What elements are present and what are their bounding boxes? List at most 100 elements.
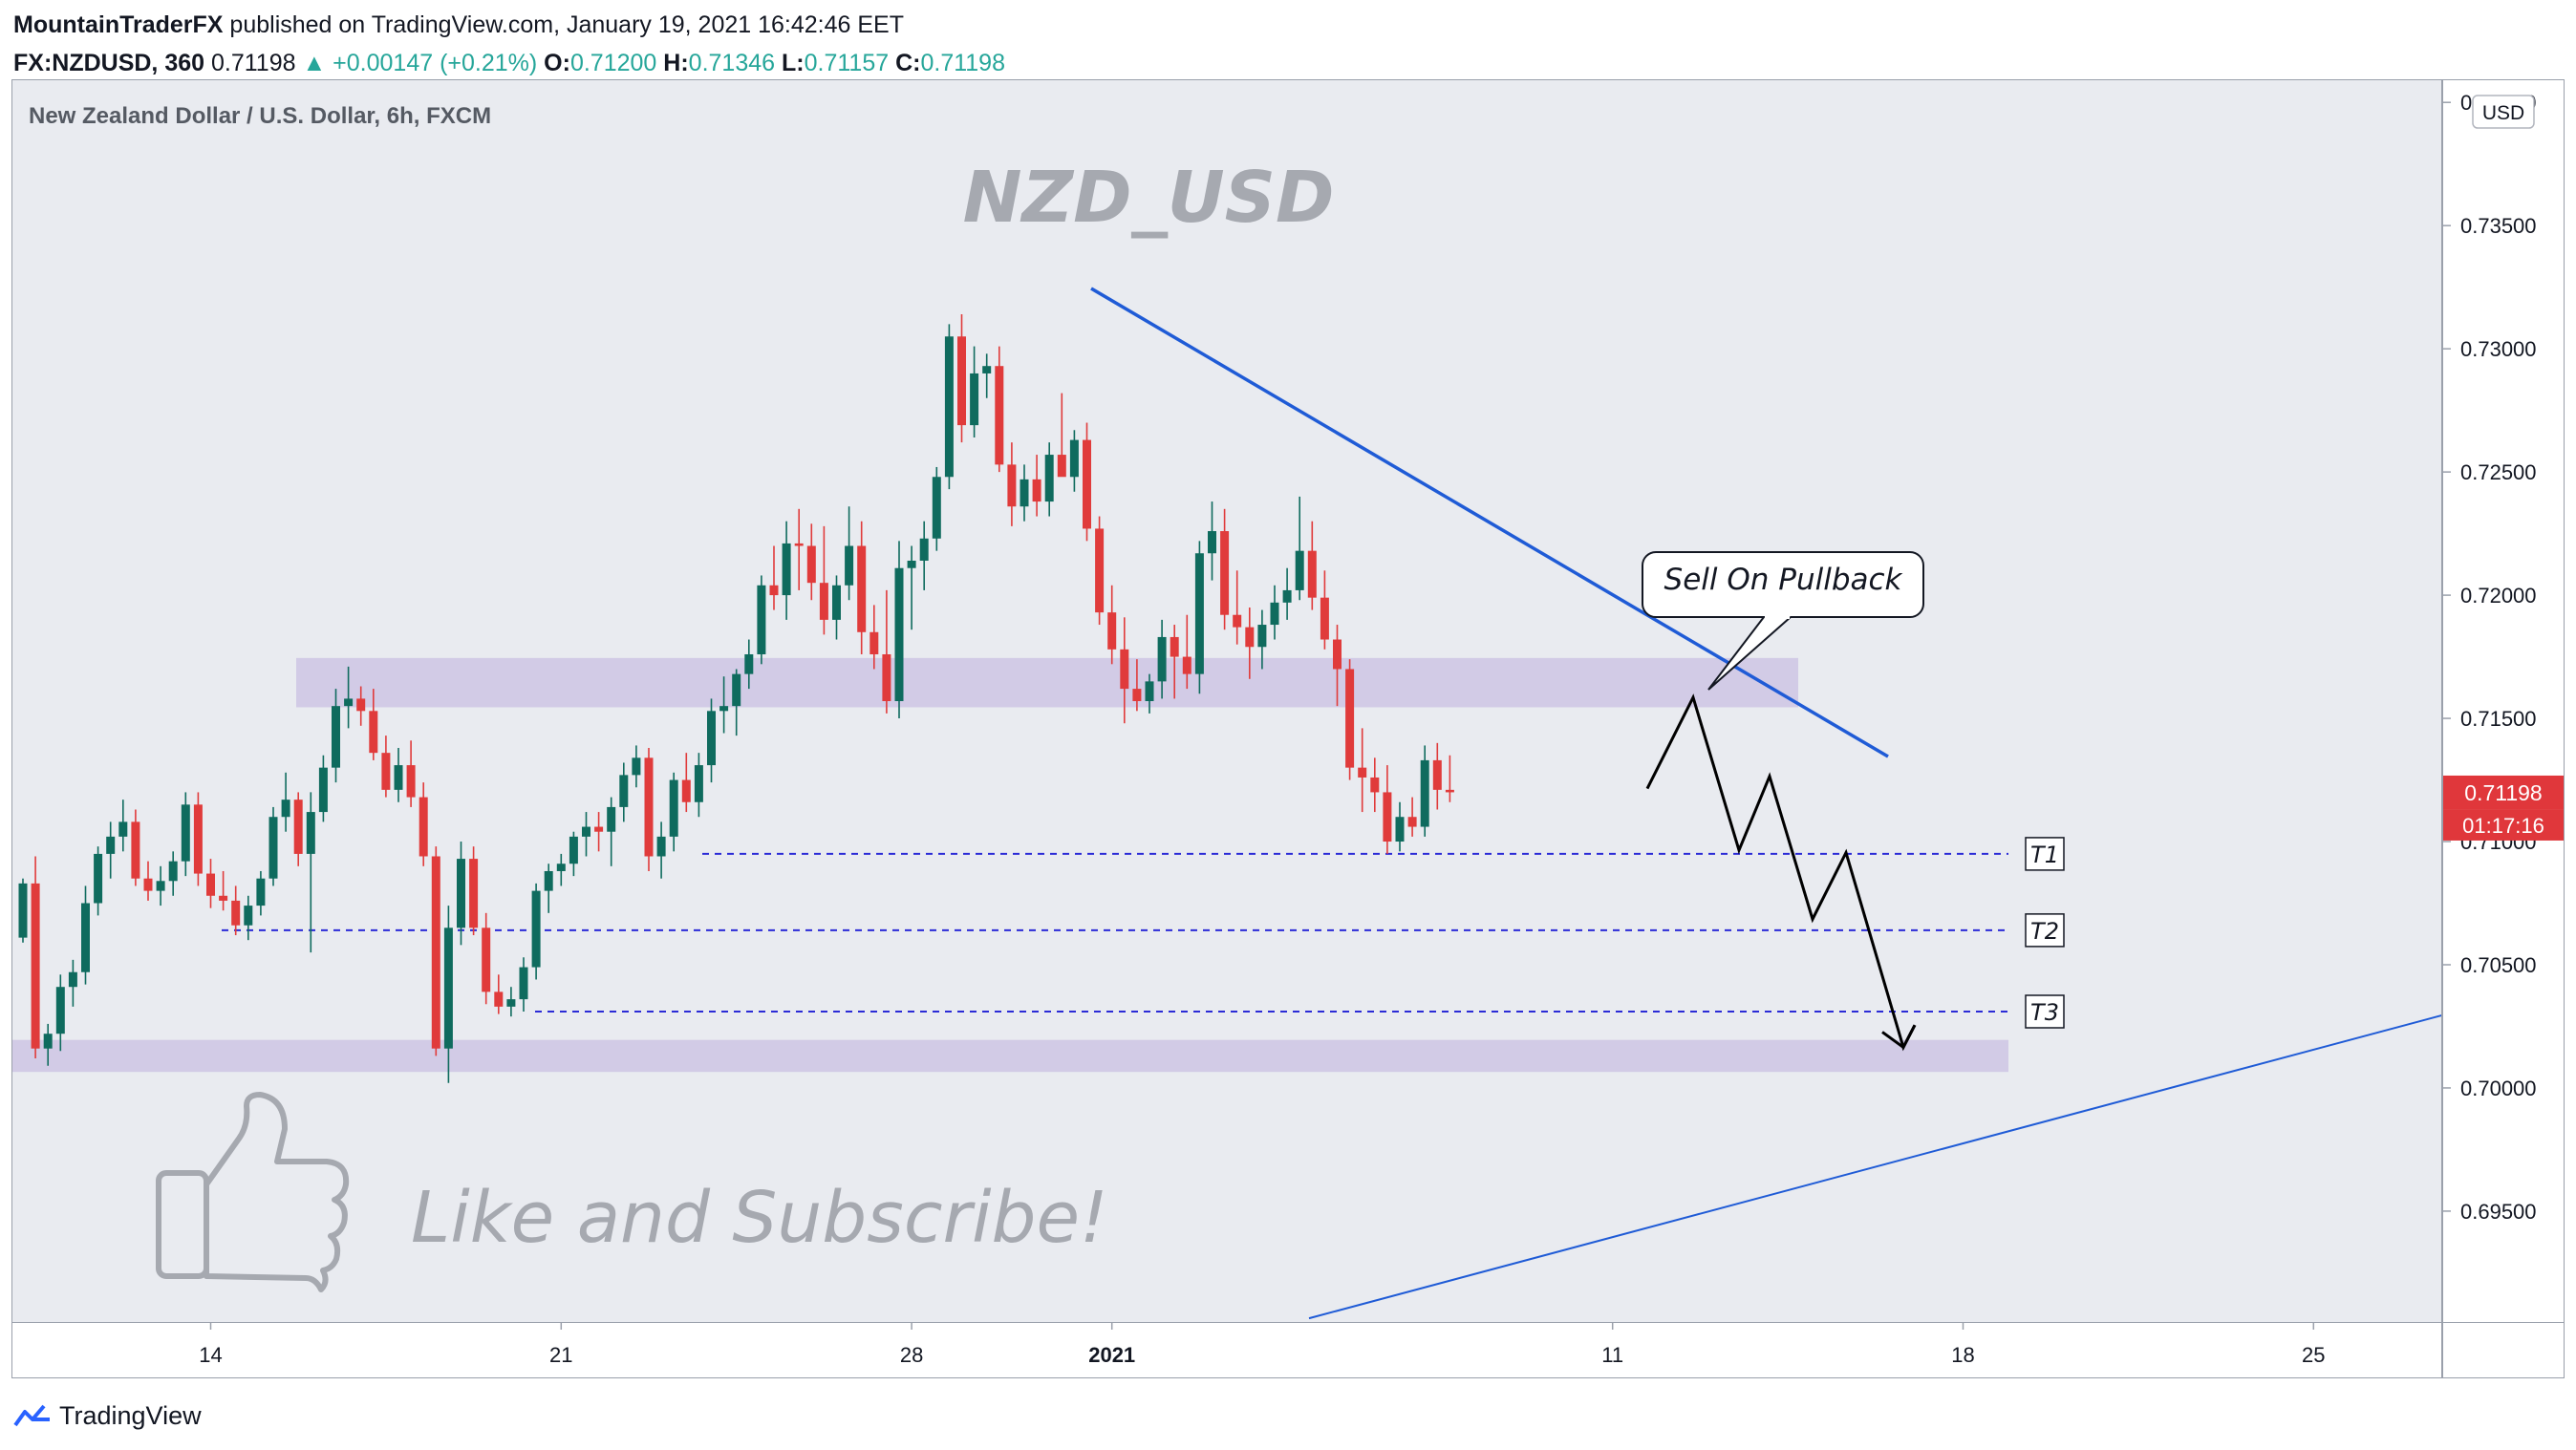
price-change: ▲ +0.00147 (+0.21%): [302, 50, 538, 76]
candle: [306, 792, 315, 953]
candle: [744, 639, 754, 690]
candle: [1445, 755, 1454, 802]
y-tick-label: 0.73500: [2460, 214, 2537, 238]
candle-body: [1220, 531, 1230, 615]
candle-body: [819, 583, 828, 620]
candle: [519, 957, 528, 1012]
y-tick-label: 0.70000: [2460, 1077, 2537, 1100]
candle: [1057, 393, 1066, 478]
candle-body: [707, 711, 716, 766]
candle: [55, 974, 65, 1052]
candle-body: [394, 765, 403, 790]
candle-body: [1383, 792, 1392, 842]
candle-body: [156, 881, 165, 891]
author-name[interactable]: MountainTraderFX: [13, 11, 224, 38]
projected-path: [1645, 693, 1917, 1052]
candle: [332, 689, 340, 783]
low-label: L:: [782, 50, 805, 76]
candle-body: [206, 873, 215, 896]
candle-body: [55, 987, 65, 1034]
candle-body: [1320, 597, 1329, 640]
candle: [394, 748, 403, 802]
target-label-box: [2025, 913, 2065, 948]
resistance-trendline[interactable]: [1090, 287, 1889, 758]
candle-body: [1120, 649, 1129, 690]
y-tick-label: 0.72000: [2460, 584, 2537, 608]
open-value: 0.71200: [569, 50, 657, 76]
candle: [845, 506, 854, 601]
high-label: H:: [663, 50, 689, 76]
candle-body: [544, 870, 553, 891]
candle-body: [143, 878, 153, 891]
candle: [356, 686, 366, 726]
candle-body: [1345, 669, 1355, 768]
candle: [469, 846, 479, 936]
candle: [1420, 745, 1429, 837]
candle: [1383, 765, 1392, 854]
candle-body: [106, 836, 116, 854]
candle-body: [594, 826, 604, 832]
candle-body: [457, 859, 465, 928]
candle: [1245, 607, 1255, 679]
candle: [957, 314, 966, 443]
currency-label[interactable]: USD: [2482, 102, 2524, 124]
candle-body: [1170, 636, 1179, 657]
candle-body: [256, 878, 266, 906]
candle: [1395, 801, 1405, 852]
target-label-box: [2025, 994, 2065, 1029]
price-axis[interactable]: [2442, 79, 2565, 1323]
candle: [344, 666, 354, 729]
candle-body: [694, 765, 703, 802]
candle: [1007, 442, 1017, 526]
candle: [168, 851, 178, 896]
candle: [1220, 508, 1230, 630]
candle: [857, 521, 867, 654]
candle-body: [118, 821, 128, 837]
candle: [1257, 609, 1267, 670]
candle-body: [419, 797, 428, 857]
y-tick-label: 0.72500: [2460, 460, 2537, 484]
y-tick-label: 0.70500: [2460, 953, 2537, 977]
candle: [268, 806, 278, 886]
candle: [970, 346, 979, 438]
candle-body: [369, 711, 378, 754]
candle: [1032, 455, 1041, 517]
tradingview-logo[interactable]: TradingView: [13, 1397, 202, 1435]
candle-body: [1208, 531, 1216, 554]
candle-body: [381, 753, 391, 790]
candle-body: [81, 903, 90, 972]
candle-body: [1132, 689, 1142, 701]
candle-body: [932, 477, 941, 539]
support-trendline[interactable]: [1308, 1014, 2442, 1320]
time-axis[interactable]: [11, 1323, 2442, 1378]
high-value: 0.71346: [688, 50, 776, 76]
tradingview-icon: [13, 1404, 50, 1427]
candle-body: [168, 861, 178, 882]
candle: [656, 821, 666, 879]
candle-body: [719, 706, 729, 712]
candle: [732, 669, 741, 736]
candle: [544, 864, 553, 913]
candle-body: [757, 585, 766, 654]
candle: [932, 466, 941, 551]
candle-body: [1295, 550, 1304, 590]
candle: [293, 792, 303, 866]
x-tick-label: 14: [199, 1343, 222, 1367]
candle-body: [31, 883, 40, 1049]
candle: [1020, 464, 1029, 522]
candle: [769, 545, 779, 610]
candle-body: [782, 543, 791, 596]
candle: [1120, 617, 1129, 724]
candle-body: [957, 336, 966, 426]
target-label-box: [2025, 837, 2065, 871]
candle-body: [281, 800, 290, 818]
candle-body: [982, 366, 992, 373]
candle: [757, 575, 766, 665]
candle: [31, 856, 40, 1059]
close-label: C:: [895, 50, 921, 76]
candle-body: [607, 806, 616, 832]
x-tick-label: 11: [1601, 1343, 1623, 1367]
candle-body: [519, 967, 528, 1000]
candle-body: [845, 545, 854, 586]
